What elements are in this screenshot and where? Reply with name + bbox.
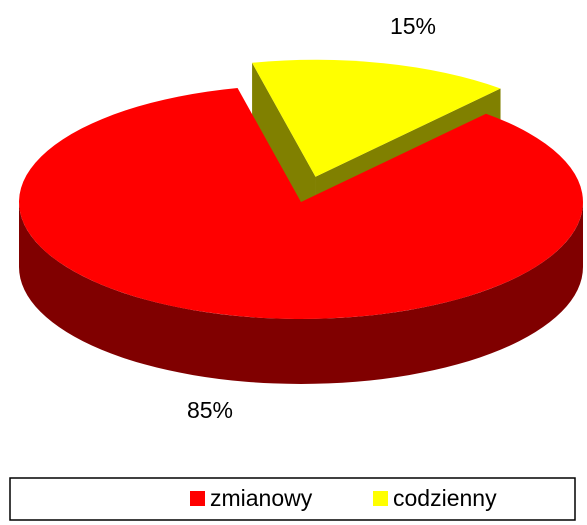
slice bbox=[18, 87, 583, 319]
slice bbox=[252, 59, 501, 177]
legend-swatch bbox=[190, 491, 205, 506]
legend-swatch bbox=[373, 491, 388, 506]
legend-label: zmianowy bbox=[210, 485, 313, 511]
legend-label: codzienny bbox=[393, 485, 497, 511]
slice-side bbox=[19, 202, 583, 384]
data-label: 85% bbox=[187, 397, 233, 423]
slice-side bbox=[252, 62, 316, 242]
legend-box bbox=[9, 477, 576, 521]
data-label: 15% bbox=[390, 13, 436, 39]
